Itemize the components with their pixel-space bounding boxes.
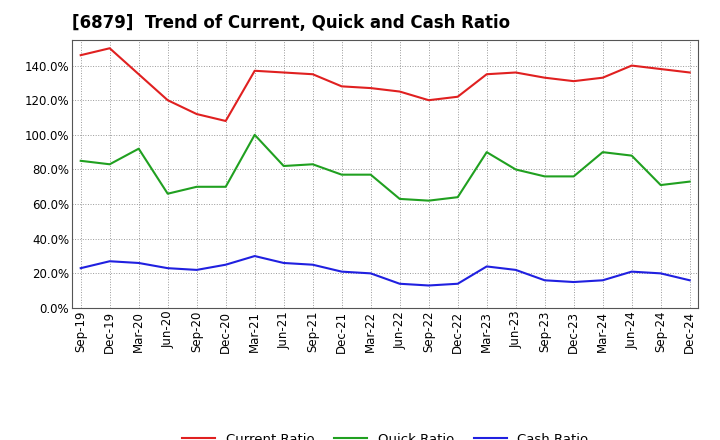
- Quick Ratio: [76, 158, 85, 163]
- Quick Ratio: [135, 146, 143, 151]
- Current Ratio: [570, 78, 578, 84]
- Quick Ratio: [163, 191, 172, 196]
- Current Ratio: [541, 75, 549, 81]
- Quick Ratio: [685, 179, 694, 184]
- Current Ratio: [482, 72, 491, 77]
- Quick Ratio: [105, 161, 114, 167]
- Cash Ratio: [685, 278, 694, 283]
- Cash Ratio: [511, 267, 520, 272]
- Legend: Current Ratio, Quick Ratio, Cash Ratio: Current Ratio, Quick Ratio, Cash Ratio: [177, 427, 593, 440]
- Cash Ratio: [570, 279, 578, 285]
- Cash Ratio: [308, 262, 317, 268]
- Current Ratio: [279, 70, 288, 75]
- Current Ratio: [395, 89, 404, 94]
- Cash Ratio: [338, 269, 346, 274]
- Current Ratio: [251, 68, 259, 73]
- Current Ratio: [221, 118, 230, 124]
- Line: Quick Ratio: Quick Ratio: [81, 135, 690, 201]
- Quick Ratio: [279, 163, 288, 169]
- Current Ratio: [338, 84, 346, 89]
- Cash Ratio: [366, 271, 375, 276]
- Quick Ratio: [251, 132, 259, 137]
- Current Ratio: [308, 72, 317, 77]
- Current Ratio: [366, 85, 375, 91]
- Current Ratio: [511, 70, 520, 75]
- Cash Ratio: [76, 265, 85, 271]
- Current Ratio: [192, 111, 201, 117]
- Cash Ratio: [541, 278, 549, 283]
- Cash Ratio: [657, 271, 665, 276]
- Current Ratio: [424, 98, 433, 103]
- Quick Ratio: [338, 172, 346, 177]
- Cash Ratio: [135, 260, 143, 266]
- Cash Ratio: [105, 259, 114, 264]
- Cash Ratio: [454, 281, 462, 286]
- Current Ratio: [163, 98, 172, 103]
- Line: Cash Ratio: Cash Ratio: [81, 256, 690, 286]
- Cash Ratio: [163, 265, 172, 271]
- Cash Ratio: [279, 260, 288, 266]
- Cash Ratio: [598, 278, 607, 283]
- Cash Ratio: [221, 262, 230, 268]
- Line: Current Ratio: Current Ratio: [81, 48, 690, 121]
- Quick Ratio: [192, 184, 201, 190]
- Quick Ratio: [395, 196, 404, 202]
- Cash Ratio: [482, 264, 491, 269]
- Current Ratio: [627, 63, 636, 68]
- Quick Ratio: [308, 161, 317, 167]
- Current Ratio: [657, 66, 665, 72]
- Current Ratio: [135, 72, 143, 77]
- Current Ratio: [454, 94, 462, 99]
- Current Ratio: [598, 75, 607, 81]
- Cash Ratio: [395, 281, 404, 286]
- Cash Ratio: [192, 267, 201, 272]
- Current Ratio: [76, 52, 85, 58]
- Quick Ratio: [424, 198, 433, 203]
- Quick Ratio: [221, 184, 230, 190]
- Cash Ratio: [251, 253, 259, 259]
- Text: [6879]  Trend of Current, Quick and Cash Ratio: [6879] Trend of Current, Quick and Cash …: [72, 15, 510, 33]
- Quick Ratio: [511, 167, 520, 172]
- Quick Ratio: [657, 183, 665, 188]
- Quick Ratio: [454, 194, 462, 200]
- Quick Ratio: [598, 150, 607, 155]
- Current Ratio: [685, 70, 694, 75]
- Quick Ratio: [541, 174, 549, 179]
- Cash Ratio: [627, 269, 636, 274]
- Quick Ratio: [366, 172, 375, 177]
- Quick Ratio: [482, 150, 491, 155]
- Cash Ratio: [424, 283, 433, 288]
- Quick Ratio: [627, 153, 636, 158]
- Quick Ratio: [570, 174, 578, 179]
- Current Ratio: [105, 46, 114, 51]
